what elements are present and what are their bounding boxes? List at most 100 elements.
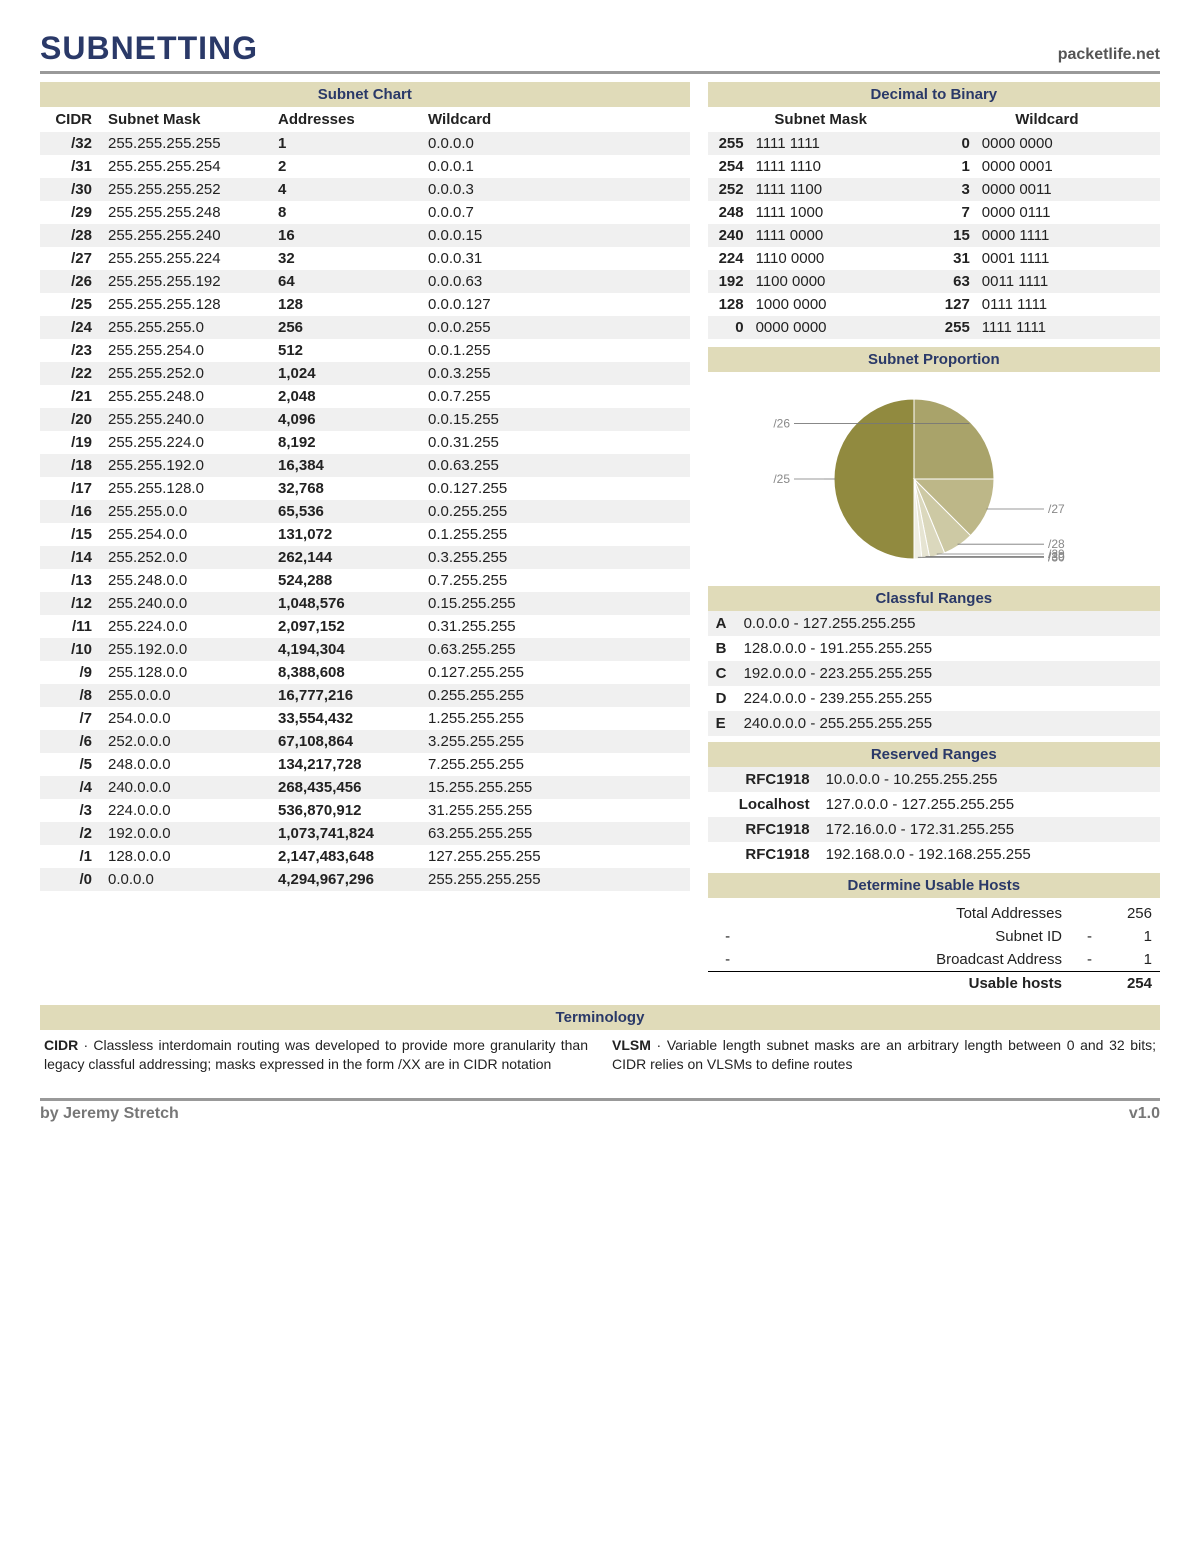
wildcard-cell: 255.255.255.255 <box>420 868 690 891</box>
binary-dec: 240 <box>708 224 750 247</box>
class-label: A <box>708 611 736 636</box>
subnet-row: /19255.255.224.08,1920.0.31.255 <box>40 431 690 454</box>
cidr-cell: /1 <box>40 845 100 868</box>
wildcard-cell: 127.255.255.255 <box>420 845 690 868</box>
col-subnet-mask: Subnet Mask <box>708 107 934 132</box>
subnet-row: /21255.255.248.02,0480.0.7.255 <box>40 385 690 408</box>
hosts-result-val: 254 <box>1100 972 1160 996</box>
binary-dec2: 1 <box>934 155 976 178</box>
mask-cell: 255.255.254.0 <box>100 339 270 362</box>
binary-dec2: 127 <box>934 293 976 316</box>
wildcard-cell: 0.0.0.7 <box>420 201 690 224</box>
subnet-row: /26255.255.255.192640.0.0.63 <box>40 270 690 293</box>
binary-dec: 0 <box>708 316 750 339</box>
mask-cell: 255.255.0.0 <box>100 500 270 523</box>
cidr-cell: /14 <box>40 546 100 569</box>
wildcard-cell: 0.0.0.3 <box>420 178 690 201</box>
binary-bits2: 0000 0011 <box>976 178 1160 201</box>
subnet-row: /16255.255.0.065,5360.0.255.255 <box>40 500 690 523</box>
subnet-row: /20255.255.240.04,0960.0.15.255 <box>40 408 690 431</box>
binary-dec: 128 <box>708 293 750 316</box>
hosts-val: 1 <box>1100 948 1160 972</box>
subnet-row: /31255.255.255.25420.0.0.1 <box>40 155 690 178</box>
wildcard-cell: 0.0.255.255 <box>420 500 690 523</box>
binary-dec2: 0 <box>934 132 976 155</box>
wildcard-cell: 0.15.255.255 <box>420 592 690 615</box>
class-label: D <box>708 686 736 711</box>
reserved-label: RFC1918 <box>708 817 818 842</box>
mask-cell: 224.0.0.0 <box>100 799 270 822</box>
binary-row: 1921100 0000630011 1111 <box>708 270 1160 293</box>
cidr-cell: /28 <box>40 224 100 247</box>
binary-bits2: 0000 0000 <box>976 132 1160 155</box>
subnet-row: /11255.224.0.02,097,1520.31.255.255 <box>40 615 690 638</box>
wildcard-cell: 0.255.255.255 <box>420 684 690 707</box>
classful-row: E240.0.0.0 - 255.255.255.255 <box>708 711 1160 736</box>
binary-bits2: 0001 1111 <box>976 247 1160 270</box>
subnet-row: /28255.255.255.240160.0.0.15 <box>40 224 690 247</box>
cidr-cell: /3 <box>40 799 100 822</box>
wildcard-cell: 0.1.255.255 <box>420 523 690 546</box>
cidr-cell: /7 <box>40 707 100 730</box>
reserved-range: 192.168.0.0 - 192.168.255.255 <box>818 842 1160 867</box>
subnet-row: /1128.0.0.02,147,483,648127.255.255.255 <box>40 845 690 868</box>
pie-slice <box>834 399 914 559</box>
pie-slice <box>914 399 994 479</box>
class-range: 224.0.0.0 - 239.255.255.255 <box>736 686 1160 711</box>
class-label: C <box>708 661 736 686</box>
binary-bits: 1000 0000 <box>750 293 934 316</box>
cidr-cell: /6 <box>40 730 100 753</box>
addresses-cell: 8,388,608 <box>270 661 420 684</box>
cidr-cell: /21 <box>40 385 100 408</box>
classful-table: A0.0.0.0 - 127.255.255.255B128.0.0.0 - 1… <box>708 611 1160 736</box>
binary-dec2: 3 <box>934 178 976 201</box>
subnet-row: /32255.255.255.25510.0.0.0 <box>40 132 690 155</box>
addresses-cell: 65,536 <box>270 500 420 523</box>
cidr-cell: /10 <box>40 638 100 661</box>
binary-row: 2401111 0000150000 1111 <box>708 224 1160 247</box>
hosts-op: - <box>708 925 748 948</box>
cidr-cell: /32 <box>40 132 100 155</box>
mask-cell: 255.255.192.0 <box>100 454 270 477</box>
classful-row: A0.0.0.0 - 127.255.255.255 <box>708 611 1160 636</box>
addresses-cell: 4 <box>270 178 420 201</box>
term-cidr: CIDR <box>44 1037 78 1053</box>
addresses-cell: 8,192 <box>270 431 420 454</box>
page-title: SUBNETTING <box>40 30 258 67</box>
binary-dec2: 7 <box>934 201 976 224</box>
mask-cell: 255.255.255.224 <box>100 247 270 270</box>
binary-row: 2551111 111100000 0000 <box>708 132 1160 155</box>
addresses-cell: 131,072 <box>270 523 420 546</box>
site-link: packetlife.net <box>1058 46 1160 64</box>
addresses-cell: 512 <box>270 339 420 362</box>
binary-dec2: 255 <box>934 316 976 339</box>
addresses-cell: 524,288 <box>270 569 420 592</box>
binary-dec: 255 <box>708 132 750 155</box>
class-range: 192.0.0.0 - 223.255.255.255 <box>736 661 1160 686</box>
mask-cell: 255.224.0.0 <box>100 615 270 638</box>
class-range: 128.0.0.0 - 191.255.255.255 <box>736 636 1160 661</box>
subnet-row: /14255.252.0.0262,1440.3.255.255 <box>40 546 690 569</box>
mask-cell: 0.0.0.0 <box>100 868 270 891</box>
addresses-cell: 134,217,728 <box>270 753 420 776</box>
mask-cell: 255.128.0.0 <box>100 661 270 684</box>
cidr-cell: /0 <box>40 868 100 891</box>
reserved-table: RFC191810.0.0.0 - 10.255.255.255Localhos… <box>708 767 1160 867</box>
col-addresses: Addresses <box>270 107 420 132</box>
mask-cell: 255.255.255.254 <box>100 155 270 178</box>
hosts-row: -Subnet ID-1 <box>708 925 1160 948</box>
hosts-op2: - <box>1070 948 1100 972</box>
hosts-result-label: Usable hosts <box>748 972 1070 996</box>
cidr-cell: /23 <box>40 339 100 362</box>
mask-cell: 255.255.255.128 <box>100 293 270 316</box>
class-range: 0.0.0.0 - 127.255.255.255 <box>736 611 1160 636</box>
addresses-cell: 1 <box>270 132 420 155</box>
cidr-cell: /27 <box>40 247 100 270</box>
classful-row: D224.0.0.0 - 239.255.255.255 <box>708 686 1160 711</box>
binary-row: 1281000 00001270111 1111 <box>708 293 1160 316</box>
binary-bits: 1111 1111 <box>750 132 934 155</box>
addresses-cell: 2,147,483,648 <box>270 845 420 868</box>
cidr-cell: /17 <box>40 477 100 500</box>
terminology-col1: CIDR · Classless interdomain routing was… <box>44 1036 588 1074</box>
wildcard-cell: 0.0.0.15 <box>420 224 690 247</box>
